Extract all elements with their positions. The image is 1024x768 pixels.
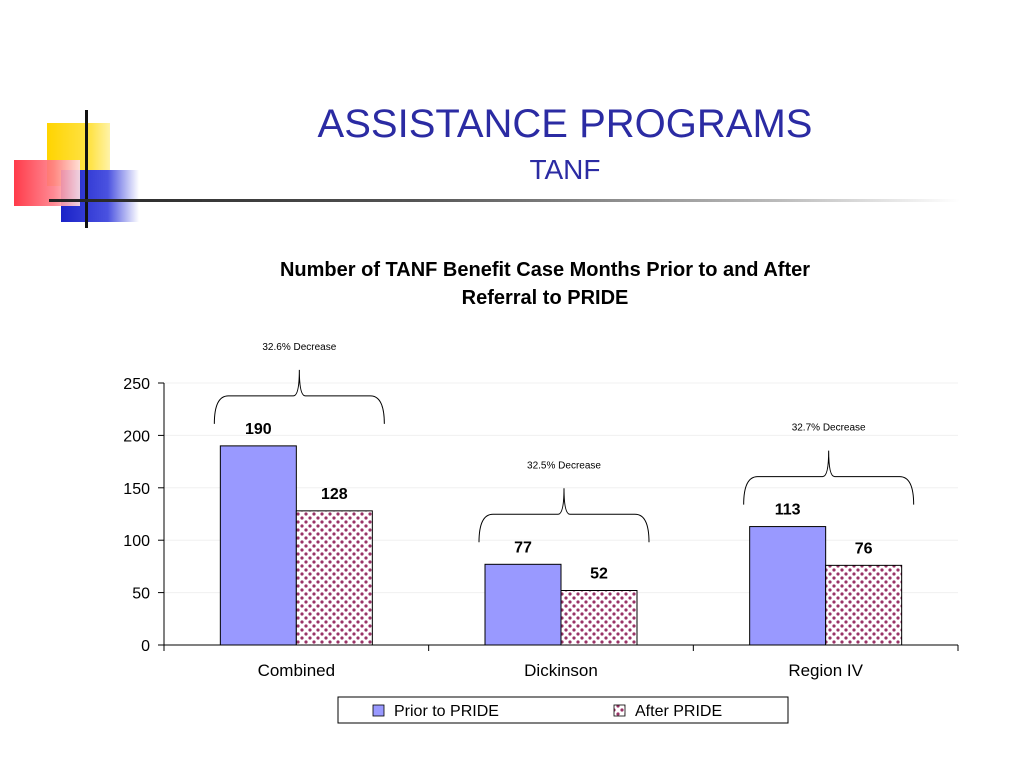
annotations-layer: 32.6% Decrease 32.5% Decrease 32.7% Decrea… [213,342,915,543]
x-tick-label: Dickinson [524,661,598,680]
decor-vertical-line [85,110,88,228]
bar-after [825,564,903,646]
decrease-brace [478,488,650,543]
decrease-annotation: 32.5% Decrease [527,460,601,471]
bar-after [295,510,373,646]
x-tick-label: Combined [258,661,336,680]
labels-layer: 190 128 77 52 113 76 [245,421,873,583]
data-label: 190 [245,421,272,438]
x-tick-label: Region IV [788,661,863,680]
decrease-annotation: 32.7% Decrease [792,423,866,434]
y-tick-label: 50 [132,586,150,603]
bar-prior [484,563,562,646]
decor-red-square [14,160,80,206]
axis-layer: 0 50 100 150 200 250 Combined Dickinson Region I… [123,376,959,680]
y-tick-label: 200 [123,428,150,445]
bars-layer [219,445,903,646]
data-label: 113 [775,502,801,519]
decor-horizontal-line [49,199,960,202]
data-label: 52 [590,566,608,583]
decrease-brace [743,450,915,505]
legend-box [337,696,789,724]
data-label: 76 [855,540,873,557]
y-tick-label: 100 [123,533,150,550]
decrease-brace [213,369,385,424]
y-tick-label: 150 [123,481,150,498]
y-tick-label: 0 [141,638,150,655]
slide-subtitle: TANF [529,154,601,185]
bar-after [560,590,638,646]
legend-swatch-prior [372,704,385,717]
bar-prior [749,526,827,646]
legend-label-prior: Prior to PRIDE [394,703,499,720]
legend: Prior to PRIDE After PRIDE [337,696,789,724]
chart-title: Number of TANF Benefit Case Months Prior… [279,259,811,309]
legend-label-after: After PRIDE [635,703,722,720]
slide-title: ASSISTANCE PROGRAMS [317,102,813,146]
bar-prior [219,445,297,646]
data-label: 77 [514,539,532,556]
decrease-annotation: 32.6% Decrease [262,342,336,353]
data-label: 128 [321,486,348,503]
y-tick-label: 250 [123,376,150,393]
legend-swatch-after [613,704,626,717]
